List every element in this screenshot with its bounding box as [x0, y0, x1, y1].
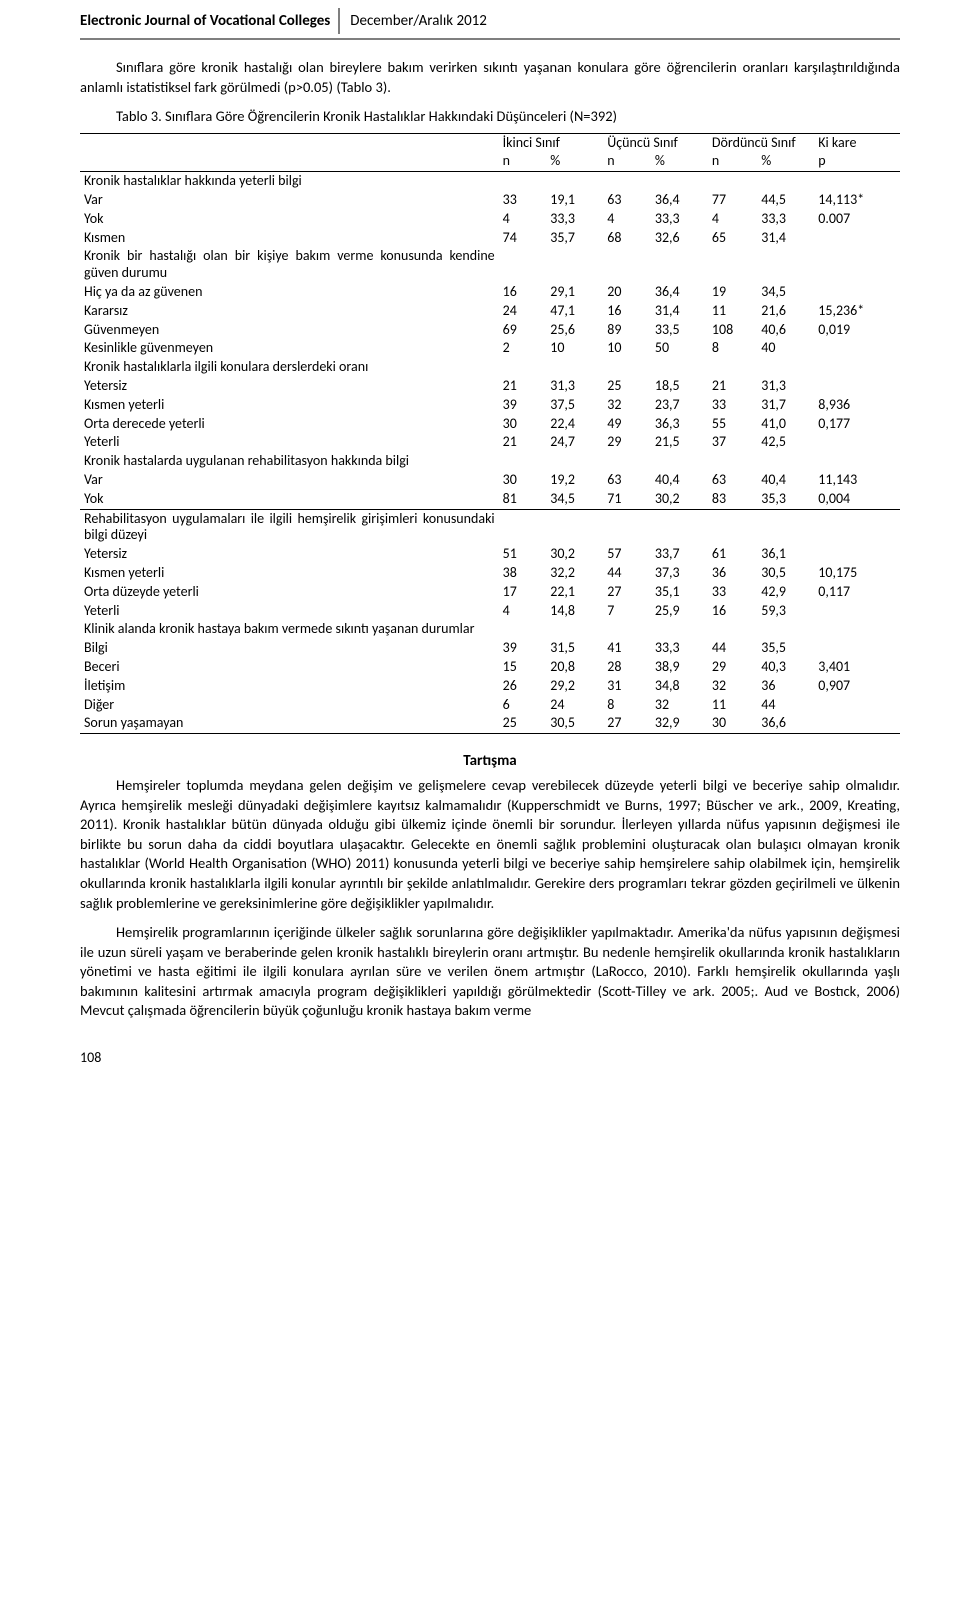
table-row: İletişim2629,23134,832360,907	[80, 677, 900, 696]
table-row: Kısmen yeterli3832,24437,33630,510,175	[80, 564, 900, 583]
discussion-title: Tartışma	[80, 752, 900, 770]
table-group-title: Kronik hastalıklarla ilgili konulara der…	[80, 358, 900, 377]
table-row: Var3319,16336,47744,514,113*	[80, 191, 900, 210]
col-third: Üçüncü Sınıf	[603, 133, 708, 152]
table-group-title: Kronik hastalıklar hakkında yeterli bilg…	[80, 172, 900, 191]
col-fourth: Dördüncü Sınıf	[708, 133, 814, 152]
table3-caption: Tablo 3. Sınıflara Göre Öğrencilerin Kro…	[80, 107, 900, 127]
col-kikare: Ki kare	[814, 133, 900, 152]
discussion-p2: Hemşirelik programlarının içeriğinde ülk…	[80, 923, 900, 1021]
table-row: Kısmen7435,76832,66531,4	[80, 229, 900, 248]
table-row: Kesinlikle güvenmeyen2101050840	[80, 339, 900, 358]
discussion-p1: Hemşireler toplumda meydana gelen değişi…	[80, 776, 900, 913]
table-row: Yok433,3433,3433,30.007	[80, 210, 900, 229]
journal-date: December/Aralık 2012	[338, 8, 487, 34]
table-group-title: Klinik alanda kronik hastaya bakım verme…	[80, 620, 900, 639]
table3: İkinci SınıfÜçüncü SınıfDördüncü SınıfKi…	[80, 133, 900, 735]
journal-header: Electronic Journal of Vocational College…	[80, 0, 900, 40]
journal-title: Electronic Journal of Vocational College…	[80, 8, 338, 34]
table-row: Yeterli2124,72921,53742,5	[80, 433, 900, 452]
table-row: Sorun yaşamayan2530,52732,93036,6	[80, 714, 900, 733]
table-row: Diğer6248321144	[80, 696, 900, 715]
col-second: İkinci Sınıf	[499, 133, 604, 152]
table-row: Var3019,26340,46340,411,143	[80, 471, 900, 490]
table-row: Kısmen yeterli3937,53223,73331,78,936	[80, 396, 900, 415]
table-row: Bilgi3931,54133,34435,5	[80, 639, 900, 658]
table-row: Yeterli414,8725,91659,3	[80, 602, 900, 621]
page-number: 108	[80, 1049, 900, 1066]
table-row: Yetersiz5130,25733,76136,1	[80, 545, 900, 564]
table-row: Kararsız2447,11631,41121,615,236*	[80, 302, 900, 321]
table-row: Yok8134,57130,28335,30,004	[80, 490, 900, 509]
table-row: Yetersiz2131,32518,52131,3	[80, 377, 900, 396]
table-row: Beceri1520,82838,92940,33,401	[80, 658, 900, 677]
table-row: Orta düzeyde yeterli1722,12735,13342,90,…	[80, 583, 900, 602]
table-group-title: Kronik hastalarda uygulanan rehabilitasy…	[80, 452, 900, 471]
table-group-title: Kronik bir hastalığı olan bir kişiye bak…	[80, 247, 900, 283]
table-row: Hiç ya da az güvenen1629,12036,41934,5	[80, 283, 900, 302]
table-group-title: Rehabilitasyon uygulamaları ile ilgili h…	[80, 509, 900, 545]
table-row: Orta derecede yeterli3022,44936,35541,00…	[80, 415, 900, 434]
table-row: Güvenmeyen6925,68933,510840,60,019	[80, 321, 900, 340]
paragraph-intro: Sınıflara göre kronik hastalığı olan bir…	[80, 58, 900, 97]
